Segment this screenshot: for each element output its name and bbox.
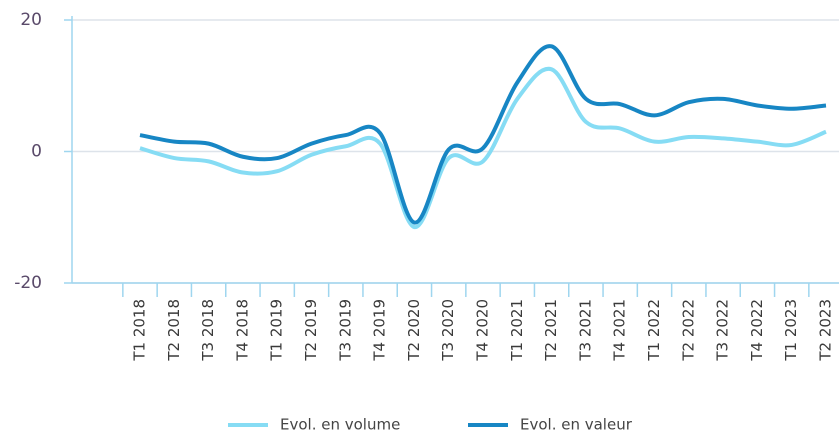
x-tick-label: T3 2021 <box>576 299 594 362</box>
legend-label: Evol. en volume <box>280 416 400 434</box>
x-tick-label: T3 2019 <box>336 299 354 362</box>
legend-label: Evol. en valeur <box>520 416 633 434</box>
y-tick-label: 0 <box>31 142 42 162</box>
series-line <box>139 66 827 230</box>
x-tick-label: T4 2019 <box>371 299 389 362</box>
y-tick-label: -20 <box>14 273 42 293</box>
x-tick-label: T1 2023 <box>782 299 800 362</box>
x-tick-label: T2 2022 <box>679 299 697 362</box>
x-tick-label: T4 2022 <box>748 299 766 362</box>
x-tick-label: T4 2020 <box>474 299 492 362</box>
x-tick-label: T3 2020 <box>439 299 457 362</box>
x-tick-label: T2 2019 <box>302 299 320 362</box>
x-tick-label: T3 2022 <box>714 299 732 362</box>
x-tick-label: T4 2018 <box>233 299 251 362</box>
series-line <box>139 44 827 225</box>
x-tick-label: T1 2018 <box>131 299 149 362</box>
y-tick-label: 20 <box>20 10 42 30</box>
x-tick-label: T3 2018 <box>199 299 217 362</box>
x-tick-label: T1 2022 <box>645 299 663 362</box>
x-tick-label: T2 2020 <box>405 299 423 362</box>
x-tick-label: T2 2023 <box>817 299 835 362</box>
x-tick-label: T4 2021 <box>611 299 629 362</box>
x-tick-label: T2 2018 <box>165 299 183 362</box>
x-tick-label: T2 2021 <box>542 299 560 362</box>
x-tick-label: T1 2021 <box>508 299 526 362</box>
x-tick-label: T1 2019 <box>268 299 286 362</box>
